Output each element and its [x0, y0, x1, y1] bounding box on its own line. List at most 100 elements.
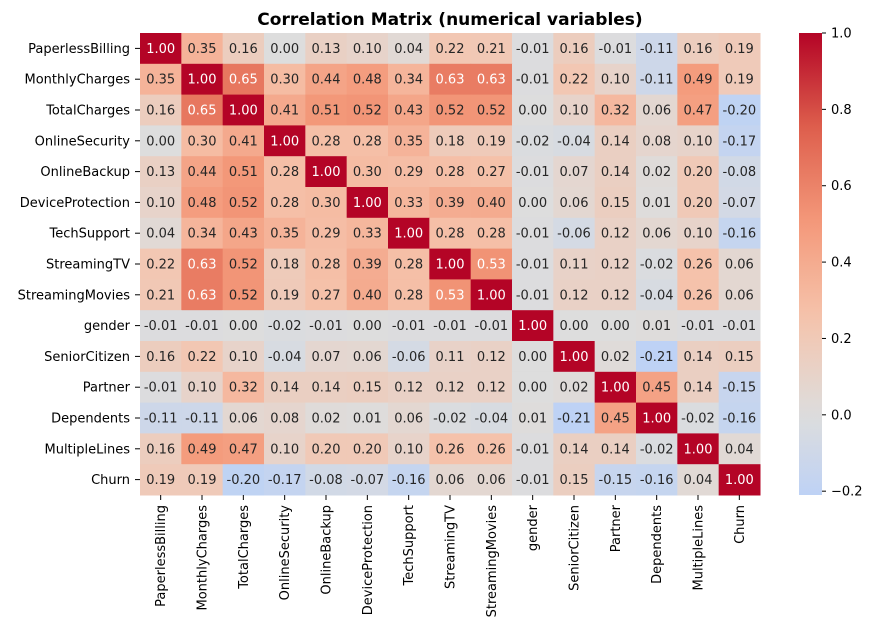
cell-value-label: 0.16 — [684, 42, 713, 57]
cell-value-label: 0.48 — [353, 73, 382, 88]
heatmap-cell — [346, 464, 389, 496]
cell-value-label: 0.44 — [312, 73, 341, 88]
row-label: OnlineSecurity — [35, 134, 131, 149]
cell-value-label: 0.06 — [560, 196, 589, 211]
cell-value-label: -0.06 — [557, 227, 591, 242]
cell-value-label: -0.17 — [268, 473, 302, 488]
heatmap-cell — [305, 125, 348, 157]
heatmap-cell — [222, 279, 265, 311]
cell-value-label: 0.18 — [436, 134, 465, 149]
heatmap-cell — [140, 33, 182, 65]
heatmap-cell — [429, 248, 472, 280]
cell-value-label: 1.00 — [436, 258, 465, 273]
cell-value-label: 1.00 — [601, 381, 630, 396]
heatmap-cell — [346, 217, 389, 250]
heatmap-cell — [222, 217, 265, 250]
heatmap-cell — [264, 464, 306, 496]
heatmap-cell — [553, 156, 596, 188]
cell-value-label: 0.20 — [684, 196, 713, 211]
cell-value-label: 0.16 — [560, 42, 589, 57]
cell-value-label: 0.16 — [229, 42, 258, 57]
cell-value-label: 0.10 — [353, 42, 382, 57]
cell-value-label: 0.14 — [312, 381, 341, 396]
heatmap-cell — [181, 94, 224, 126]
column-label: MultipleLines — [692, 505, 707, 591]
cell-value-label: 0.19 — [477, 134, 506, 149]
cell-value-label: 0.65 — [229, 73, 258, 88]
cell-value-label: 0.28 — [270, 196, 299, 211]
cell-value-label: 0.15 — [353, 381, 382, 396]
heatmap-cell — [222, 125, 265, 157]
cell-value-label: 0.43 — [229, 227, 258, 242]
cell-value-label: 0.14 — [684, 350, 713, 365]
cell-value-label: -0.20 — [227, 473, 261, 488]
cell-value-label: -0.11 — [640, 42, 674, 57]
cell-value-label: 0.10 — [188, 381, 217, 396]
heatmap-cell — [140, 310, 182, 342]
heatmap-cell — [512, 371, 554, 404]
heatmap-cell — [512, 248, 554, 280]
cell-value-label: 0.18 — [270, 258, 299, 273]
cell-value-label: 0.19 — [270, 288, 299, 303]
heatmap-cell — [512, 94, 554, 126]
cell-value-label: 0.32 — [601, 104, 630, 119]
heatmap-cell — [677, 310, 720, 342]
cell-value-label: 0.04 — [146, 227, 175, 242]
row-label: Churn — [91, 473, 130, 488]
heatmap-cell — [429, 156, 472, 188]
heatmap-cell — [181, 217, 224, 250]
cell-value-label: 0.30 — [312, 196, 341, 211]
heatmap-cell — [429, 187, 472, 219]
heatmap-cell — [222, 371, 265, 404]
heatmap-cell — [429, 217, 472, 250]
cell-value-label: 0.15 — [725, 350, 754, 365]
cell-value-label: 0.15 — [601, 196, 630, 211]
cell-value-label: 0.21 — [146, 288, 175, 303]
heatmap-cell — [140, 125, 182, 157]
cell-value-label: 0.20 — [312, 442, 341, 457]
heatmap-cell — [594, 464, 637, 496]
cell-value-label: 0.28 — [436, 165, 465, 180]
heatmap-cell — [718, 279, 761, 311]
heatmap-cell — [512, 402, 554, 434]
heatmap-cell — [512, 279, 554, 311]
cell-value-label: 0.22 — [188, 350, 217, 365]
cell-value-label: 0.01 — [353, 412, 382, 427]
cell-value-label: 1.00 — [725, 473, 754, 488]
cell-value-label: 0.34 — [188, 227, 217, 242]
cell-value-label: 0.35 — [394, 134, 423, 149]
heatmap-cell — [388, 310, 430, 342]
cell-value-label: 0.14 — [560, 442, 589, 457]
heatmap-cell — [346, 279, 389, 311]
cell-value-label: 0.10 — [229, 350, 258, 365]
cell-value-label: 0.12 — [394, 381, 423, 396]
cell-value-label: 0.10 — [601, 73, 630, 88]
cell-value-label: 0.04 — [725, 442, 754, 457]
cell-value-label: 0.13 — [146, 165, 175, 180]
heatmap-cell — [346, 63, 389, 96]
cell-value-label: -0.01 — [723, 319, 757, 334]
heatmap-cell — [388, 94, 430, 126]
cell-value-label: 0.04 — [394, 42, 423, 57]
cell-value-label: -0.01 — [185, 319, 219, 334]
cell-value-label: -0.01 — [681, 319, 715, 334]
heatmap-cell — [305, 310, 348, 342]
cell-value-label: 0.33 — [353, 227, 382, 242]
cell-value-label: 0.06 — [353, 350, 382, 365]
cell-value-label: 0.63 — [477, 73, 506, 88]
row-label: DeviceProtection — [20, 196, 130, 211]
cell-value-label: 0.02 — [642, 165, 671, 180]
cell-value-label: 0.52 — [436, 104, 465, 119]
cell-value-label: 0.52 — [353, 104, 382, 119]
heatmap-cell — [636, 187, 678, 219]
heatmap-cell — [346, 156, 389, 188]
cell-value-label: -0.06 — [392, 350, 426, 365]
heatmap-cell — [677, 156, 720, 188]
heatmap-cell — [718, 33, 761, 65]
column-label: StreamingTV — [444, 505, 459, 589]
cell-value-label: 0.43 — [394, 104, 423, 119]
cell-value-label: -0.01 — [516, 227, 550, 242]
row-label: StreamingMovies — [18, 288, 131, 303]
heatmap-cell — [594, 279, 637, 311]
heatmap-cell — [636, 156, 678, 188]
